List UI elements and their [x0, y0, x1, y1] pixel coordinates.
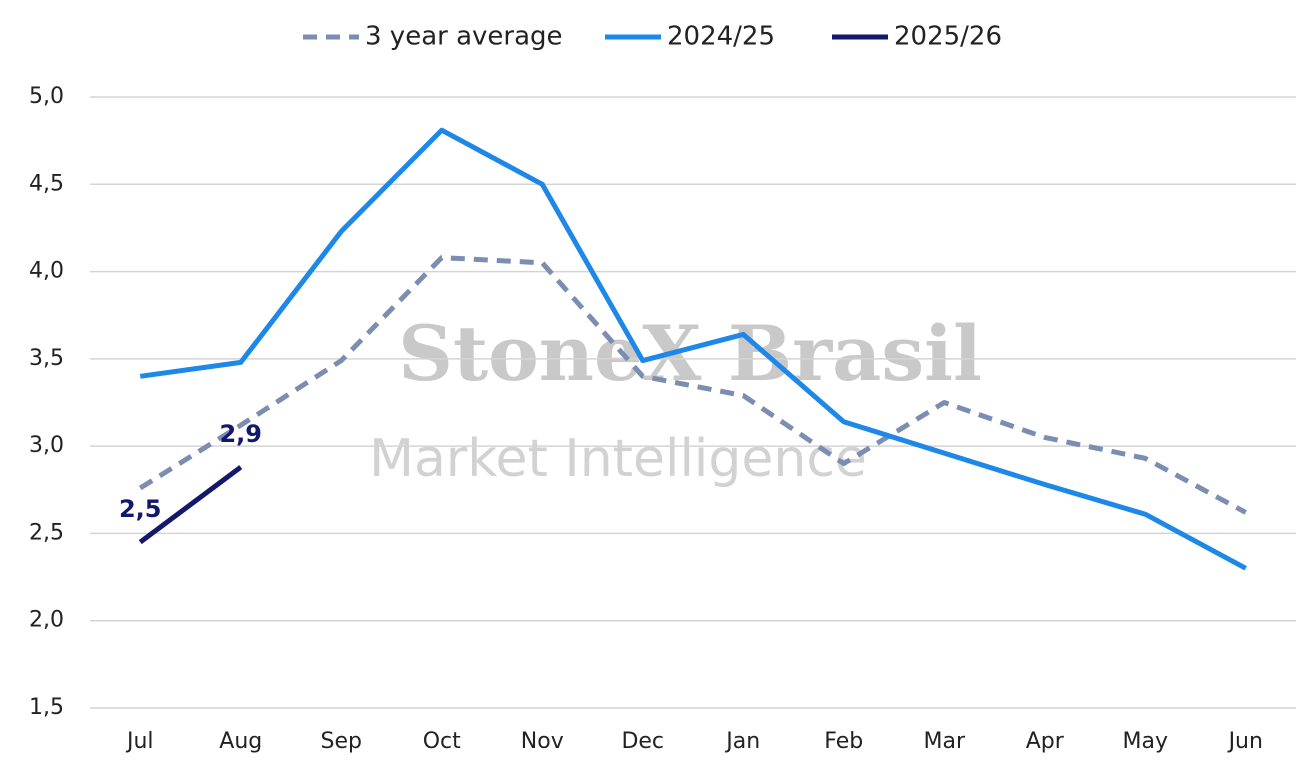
series-line: [138, 255, 1247, 515]
x-tick-label: Aug: [219, 729, 262, 754]
legend-label: 2024/25: [667, 22, 775, 52]
series-line: [138, 465, 243, 545]
series-line: [139, 127, 1247, 571]
y-tick-label: 4,0: [29, 259, 64, 284]
x-tick-label: Mar: [923, 729, 965, 754]
x-tick-label: May: [1123, 729, 1168, 754]
data-label: 2,9: [219, 420, 262, 448]
y-tick-label: 3,5: [29, 346, 64, 371]
y-tick-label: 2,5: [29, 520, 64, 545]
watermark: Market Intelligence: [369, 429, 867, 489]
legend-label: 2025/26: [894, 22, 1002, 52]
watermark: StoneX Brasil: [398, 309, 982, 398]
x-tick-label: Sep: [321, 729, 362, 754]
x-tick-label: Nov: [521, 729, 564, 754]
y-tick-label: 1,5: [29, 695, 64, 720]
legend-label: 3 year average: [365, 22, 563, 52]
data-label: 2,5: [119, 495, 162, 523]
y-tick-label: 3,0: [29, 433, 64, 458]
x-tick-label: Jun: [1227, 729, 1263, 754]
x-tick-label: Jan: [724, 729, 760, 754]
x-tick-label: Oct: [423, 729, 461, 754]
y-tick-label: 2,0: [29, 608, 64, 633]
y-tick-label: 5,0: [29, 84, 64, 109]
x-tick-label: Feb: [824, 729, 863, 754]
x-tick-label: Jul: [125, 729, 154, 754]
x-tick-label: Dec: [621, 729, 664, 754]
x-tick-label: Apr: [1026, 729, 1065, 754]
y-tick-label: 4,5: [29, 171, 64, 196]
